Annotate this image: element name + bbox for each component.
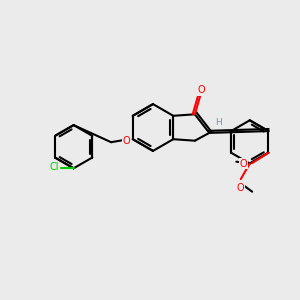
Text: O: O: [240, 159, 248, 169]
Text: Cl: Cl: [50, 162, 59, 172]
Text: O: O: [237, 182, 244, 193]
Text: O: O: [198, 85, 206, 95]
Text: O: O: [122, 136, 130, 146]
Text: H: H: [215, 118, 222, 127]
